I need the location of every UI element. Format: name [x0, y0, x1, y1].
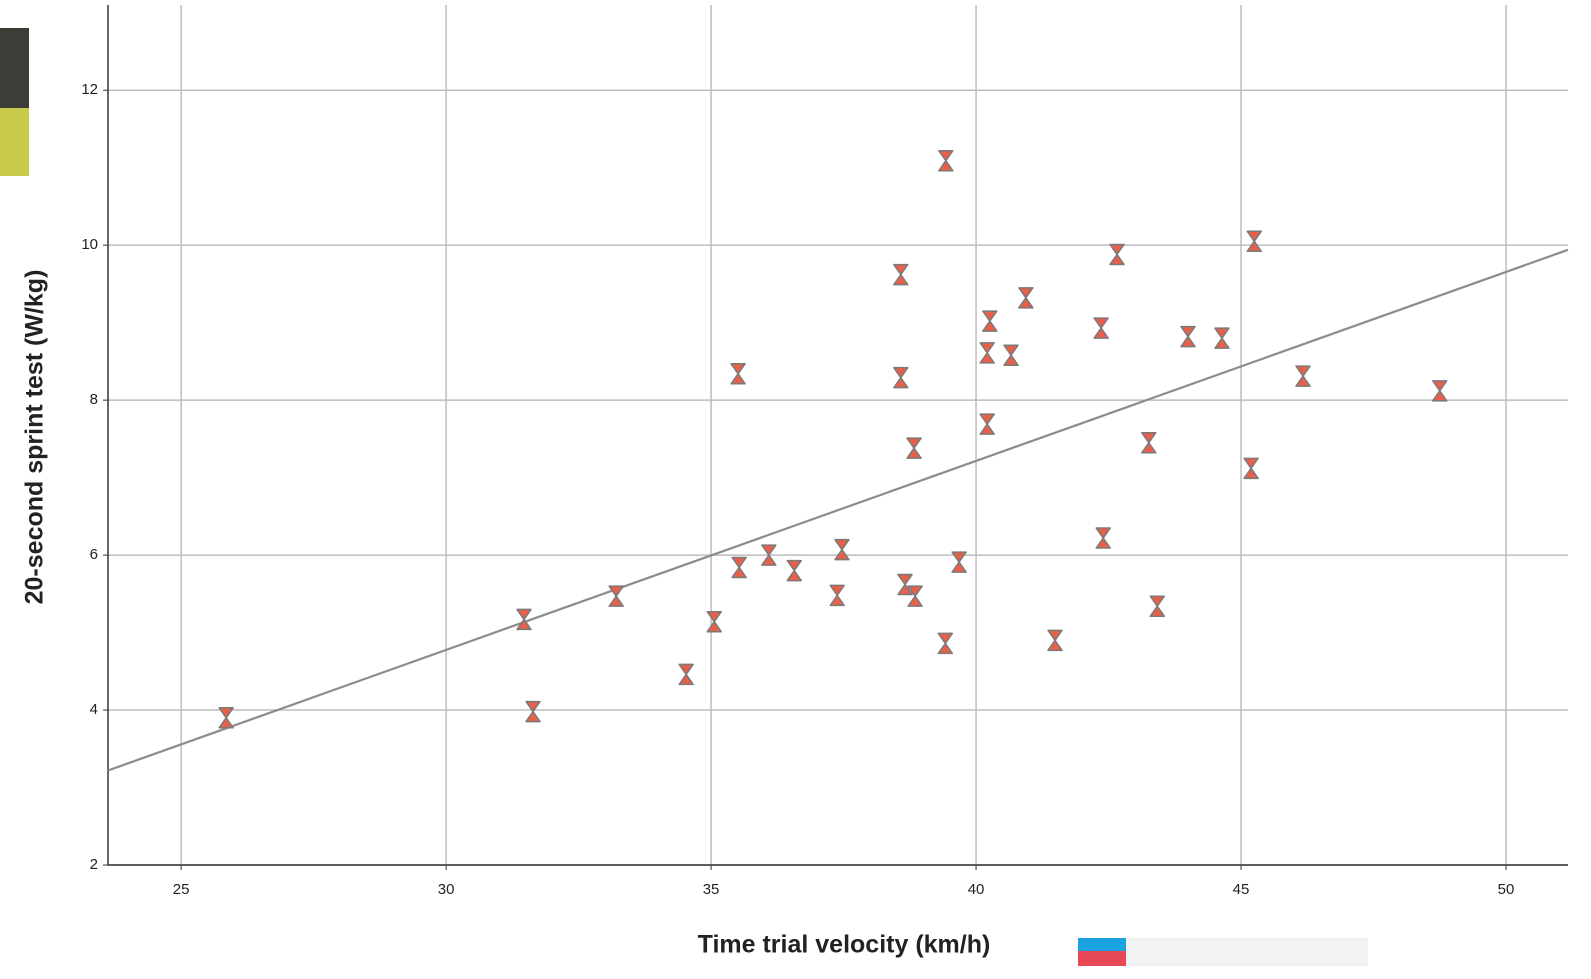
point [1244, 458, 1258, 478]
point [980, 343, 994, 363]
point [908, 586, 922, 606]
point [1096, 528, 1110, 548]
point [526, 702, 540, 722]
point [1150, 596, 1164, 616]
thumbnail-photo-top [0, 28, 29, 108]
point [939, 151, 953, 171]
point [938, 633, 952, 653]
point [1142, 433, 1156, 453]
point [707, 612, 721, 632]
point [732, 557, 746, 577]
fit-line [108, 250, 1568, 771]
marks [108, 151, 1568, 771]
chart: Time trial velocity (km/h) 20-second spr… [0, 0, 1591, 979]
x-axis-title: Time trial velocity (km/h) [698, 931, 991, 959]
point [894, 265, 908, 285]
point [731, 364, 745, 384]
x-tick-label: 50 [1498, 881, 1515, 898]
point [1094, 318, 1108, 338]
point [787, 561, 801, 581]
point [898, 575, 912, 595]
point [835, 540, 849, 560]
point [983, 311, 997, 331]
point [1004, 345, 1018, 365]
thumbnail-logo [1078, 951, 1126, 966]
point [1247, 231, 1261, 251]
y-tick-label: 12 [81, 81, 98, 98]
point [1019, 288, 1033, 308]
y-tick-label: 10 [81, 236, 98, 253]
x-tick-label: 30 [438, 881, 455, 898]
grid [103, 5, 1568, 870]
x-tick-label: 35 [703, 881, 720, 898]
point [952, 552, 966, 572]
x-tick-label: 25 [173, 881, 190, 898]
point [1296, 366, 1310, 386]
point [1181, 327, 1195, 347]
point [1215, 328, 1229, 348]
y-tick-label: 6 [90, 546, 98, 563]
point [1048, 630, 1062, 650]
point [980, 414, 994, 434]
y-tick-label: 2 [90, 856, 98, 873]
point [894, 368, 908, 388]
point [219, 708, 233, 728]
point [1110, 244, 1124, 264]
x-tick-label: 40 [968, 881, 985, 898]
y-tick-label: 4 [90, 701, 98, 718]
point [907, 438, 921, 458]
point [609, 586, 623, 606]
point [679, 664, 693, 684]
y-axis-title: 20-second sprint test (W/kg) [21, 270, 49, 605]
y-tick-label: 8 [90, 391, 98, 408]
point [1433, 381, 1447, 401]
point [830, 585, 844, 605]
thumbnail-logo [1078, 938, 1126, 951]
x-tick-label: 45 [1233, 881, 1250, 898]
